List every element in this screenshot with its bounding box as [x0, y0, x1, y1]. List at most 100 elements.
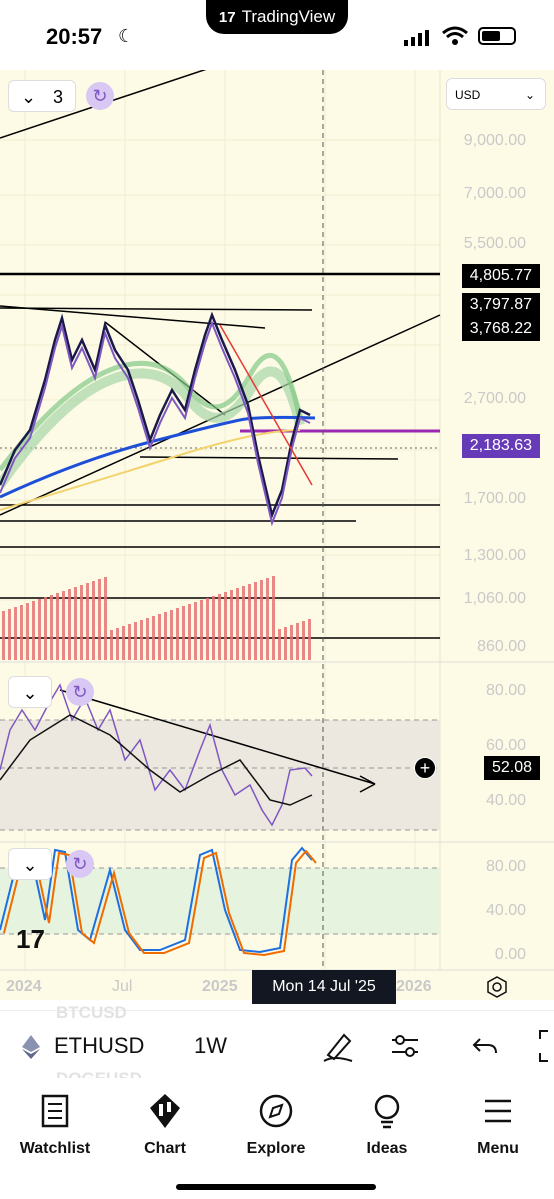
- tradingview-pill[interactable]: 17 TradingView: [206, 0, 348, 34]
- currency-select[interactable]: USD ⌄: [446, 78, 546, 110]
- battery-icon: [478, 27, 516, 45]
- volume-bar: [290, 625, 293, 660]
- chart-canvas[interactable]: [0, 70, 554, 1000]
- symbol-button[interactable]: ETHUSD: [54, 1033, 145, 1058]
- indicators-sliders-icon[interactable]: [390, 1031, 420, 1061]
- volume-bar: [206, 598, 209, 660]
- volume-bar: [158, 614, 161, 660]
- tab-explore[interactable]: Explore: [221, 1092, 331, 1158]
- time-axis-label: 2026: [396, 978, 432, 995]
- volume-bar: [134, 622, 137, 660]
- chevron-down-icon: ⌄: [22, 683, 38, 703]
- volume-bar: [32, 601, 35, 660]
- volume-bar: [128, 624, 131, 660]
- volume-bar: [68, 589, 71, 660]
- price-tag: 4,805.77: [461, 264, 540, 288]
- volume-bar: [284, 627, 287, 660]
- volume-bar: [272, 576, 275, 660]
- tab-label: Ideas: [366, 1140, 408, 1157]
- volume-bar: [14, 607, 17, 660]
- settings-icon[interactable]: [486, 976, 508, 998]
- rsi-axis-label: 80.00: [485, 682, 526, 699]
- price-axis-label: 7,000.00: [463, 185, 526, 202]
- tradingview-logo-icon: 17: [218, 8, 236, 26]
- volume-bar: [254, 582, 257, 660]
- volume-bar: [140, 620, 143, 660]
- stoch-refresh-icon[interactable]: ↻: [66, 850, 94, 878]
- hamburger-icon: [485, 1099, 511, 1123]
- rsi-axis-label: 40.00: [485, 792, 526, 809]
- indicator-toggle-button[interactable]: ⌄ 3: [8, 80, 76, 112]
- volume-bar: [164, 612, 167, 660]
- tab-label: Chart: [144, 1140, 186, 1157]
- volume-bar: [62, 591, 65, 660]
- volume-bar: [278, 629, 281, 660]
- stoch-collapse-button[interactable]: ⌄: [8, 848, 52, 880]
- volume-bar: [218, 594, 221, 660]
- tab-label: Watchlist: [19, 1140, 91, 1157]
- volume-bar: [200, 600, 203, 660]
- volume-bar: [92, 581, 95, 660]
- volume-bar: [104, 577, 107, 660]
- volume-bar: [74, 587, 77, 660]
- chart-area[interactable]: ⌄ 3 ↻ USD ⌄ 9,000.007,000.005,500.003,80…: [0, 70, 554, 1004]
- volume-bar: [122, 626, 125, 660]
- rsi-collapse-button[interactable]: ⌄: [8, 676, 52, 708]
- add-plus-icon[interactable]: +: [414, 757, 436, 779]
- volume-bar: [20, 605, 23, 660]
- chevron-down-icon: ⌄: [21, 87, 37, 107]
- price-axis-label: 1,060.00: [463, 590, 526, 607]
- volume-bar: [266, 578, 269, 660]
- volume-bar: [110, 630, 113, 660]
- bottom-tab-bar: Watchlist Chart Explore Ideas Menu: [0, 1078, 554, 1199]
- refresh-icon[interactable]: ↻: [86, 82, 114, 110]
- volume-bar: [176, 608, 179, 660]
- tab-menu[interactable]: Menu: [443, 1092, 553, 1158]
- tab-label: Explore: [246, 1140, 306, 1157]
- volume-bar: [8, 609, 11, 660]
- time-axis-label: 2025: [202, 978, 238, 995]
- volume-bar: [212, 596, 215, 660]
- undo-icon[interactable]: [472, 1035, 498, 1057]
- price-axis-label: 1,300.00: [463, 547, 526, 564]
- time-axis-label: Jul: [112, 978, 133, 995]
- crosshair-date-tag: Mon 14 Jul '25: [252, 970, 396, 1004]
- wifi-icon: [442, 26, 468, 45]
- volume-bar: [308, 619, 311, 660]
- volume-bar: [50, 595, 53, 660]
- time-axis-label: 2024: [6, 978, 42, 995]
- volume-bar: [230, 590, 233, 660]
- drawing-pen-icon[interactable]: [322, 1029, 356, 1063]
- volume-bar: [260, 580, 263, 660]
- volume-bar: [194, 602, 197, 660]
- price-tag: 3,768.22: [461, 317, 540, 341]
- tab-label: Menu: [477, 1140, 519, 1157]
- rsi-axis-label: 60.00: [485, 737, 526, 754]
- tradingview-pill-label: TradingView: [241, 7, 336, 26]
- symbol-bar: BTCUSD ETHUSD 1W DOGEUSD: [0, 1003, 554, 1088]
- volume-bar: [152, 616, 155, 660]
- tab-ideas[interactable]: Ideas: [332, 1092, 442, 1158]
- volume-bar: [248, 584, 251, 660]
- stoch-axis-label: 40.00: [485, 902, 526, 919]
- tab-chart[interactable]: Chart: [110, 1092, 220, 1158]
- volume-bar: [98, 579, 101, 660]
- price-axis-label: 9,000.00: [463, 132, 526, 149]
- volume-bar: [146, 618, 149, 660]
- volume-bar: [302, 621, 305, 660]
- timeframe-button[interactable]: 1W: [194, 1033, 227, 1058]
- stoch-axis-label: 80.00: [485, 858, 526, 875]
- lightbulb-icon: [374, 1094, 400, 1129]
- stoch-axis-label: 0.00: [494, 946, 526, 963]
- tab-watchlist[interactable]: Watchlist: [0, 1092, 110, 1158]
- volume-bar: [188, 604, 191, 660]
- currency-label: USD: [455, 88, 481, 102]
- status-bar: 20:57 ☾ 17 TradingView: [0, 0, 554, 70]
- volume-bar: [224, 592, 227, 660]
- rsi-refresh-icon[interactable]: ↻: [66, 678, 94, 706]
- price-axis-label: 5,500.00: [463, 235, 526, 252]
- price-tag: 3,797.87: [461, 293, 540, 317]
- fullscreen-icon[interactable]: [536, 1029, 554, 1063]
- volume-bar: [170, 610, 173, 660]
- chart-icon: [150, 1094, 180, 1128]
